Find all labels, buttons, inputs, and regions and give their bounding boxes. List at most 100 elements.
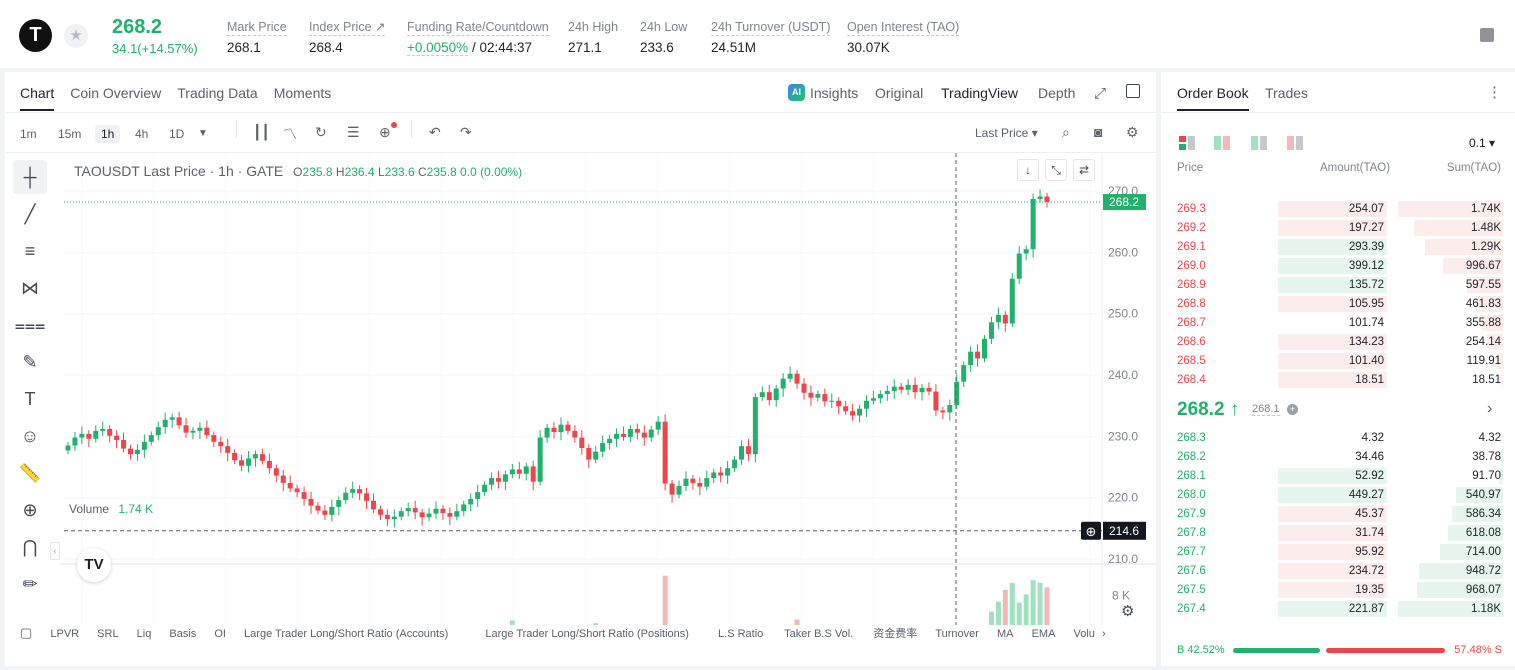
order-book-row[interactable]: 268.4 18.51 18.51 [1161,371,1515,390]
timeframe-4h[interactable]: 4h [135,127,149,141]
order-book-row[interactable]: 267.8 31.74 618.08 [1161,524,1515,543]
indicators-icon[interactable]: 〽 [283,126,297,142]
timeframe-15m[interactable]: 15m [58,127,82,141]
order-book-row[interactable]: 268.1 52.92 91.70 [1161,467,1515,486]
undo-icon[interactable]: ↶ [429,124,441,140]
both-sides-view-icon[interactable] [1179,136,1195,150]
index-price-stat[interactable]: Index Price ↗ 268.4 [309,18,386,55]
replay-icon[interactable]: ↻ [315,124,327,140]
tab-moments[interactable]: Moments [273,85,332,101]
tab-trading-data[interactable]: Trading Data [177,85,258,101]
mark-price-stat[interactable]: Mark Price 268.1 [227,18,287,55]
candle-type-icon[interactable]: ┃┃ [253,124,270,140]
order-book-row[interactable]: 267.9 45.37 586.34 [1161,505,1515,524]
trend-line-icon[interactable]: ╱ [24,203,36,224]
asks-only-view-icon[interactable] [1287,136,1303,150]
chevron-right-icon[interactable]: › [1487,400,1493,417]
indicator-item[interactable]: Taker B.S Vol. [784,628,854,640]
search-icon[interactable]: ⌕ [1062,124,1070,140]
order-book-row[interactable]: 268.7 101.74 355.88 [1161,314,1515,333]
order-book-row[interactable]: 267.7 95.92 714.00 [1161,543,1515,562]
price-chart[interactable]: 270.0260.0250.0240.0230.0220.0210.012:00… [60,153,1156,625]
brush-icon[interactable]: ✎ [22,351,38,372]
templates-icon[interactable]: ☰ [347,124,360,140]
gear-icon[interactable]: ⚙ [1126,124,1139,140]
order-book-row[interactable]: 269.2 197.27 1.48K [1161,219,1515,238]
calendar-icon[interactable]: ▢ [20,625,33,640]
order-book-row[interactable]: 268.2 34.46 38.78 [1161,448,1515,467]
timeframe-1h[interactable]: 1h [95,125,121,143]
emoji-icon[interactable]: ☺ [20,425,40,446]
pattern-icon[interactable]: ⋈ [21,277,39,298]
indicator-item[interactable]: Large Trader Long/Short Ratio (Accounts) [244,628,449,640]
funding-rate-stat[interactable]: Funding Rate/Countdown +0.0050% / 02:44:… [407,18,549,56]
order-book-row[interactable]: 269.1 293.39 1.29K [1161,238,1515,257]
more-icon[interactable]: ⋮ [1487,84,1502,101]
tab-coin-overview[interactable]: Coin Overview [70,85,162,101]
expand-icon[interactable]: ⤢ [1094,85,1107,102]
order-book-row[interactable]: 268.3 4.32 4.32 [1161,429,1515,448]
timeframe-1m[interactable]: 1m [20,127,37,141]
bids-only-view-icon[interactable] [1251,136,1267,150]
amount-depth-bar [1277,353,1387,369]
indicator-item[interactable]: Turnover [935,628,979,640]
tab-insights[interactable]: Insights [810,85,859,101]
tab-order-book[interactable]: Order Book [1177,85,1249,111]
indicator-item[interactable]: L.S Ratio [718,628,764,640]
timeframe-dropdown-icon[interactable]: ▼ [198,128,208,139]
text-icon[interactable]: T [24,388,36,409]
pencil-lock-icon[interactable]: ✏ [22,573,38,594]
camera-icon[interactable]: ◙ [1094,124,1103,140]
order-book-row[interactable]: 269.0 399.12 996.67 [1161,257,1515,276]
ruler-icon[interactable]: 📏 [18,462,42,483]
indicator-item[interactable]: Large Trader Long/Short Ratio (Positions… [485,628,689,640]
order-book-row[interactable]: 268.5 101.40 119.91 [1161,352,1515,371]
indicator-item[interactable]: Liq [136,628,152,640]
row-price: 268.7 [1177,317,1206,329]
price-type-select[interactable]: Last Price ▾ [975,126,1038,140]
add-alert-icon[interactable]: ⊕ [379,122,397,141]
crosshair-plus-icon[interactable] [1081,521,1101,540]
order-book-row[interactable]: 267.6 234.72 948.72 [1161,562,1515,581]
indicator-item[interactable]: SRL [97,628,119,640]
indicator-item[interactable]: Basis [169,628,197,640]
indicator-item[interactable]: Volu [1073,628,1095,640]
crosshair-icon[interactable]: ┼ [13,160,47,194]
swap-icon[interactable]: ⇄ [1073,159,1095,181]
indicator-item[interactable]: EMA [1031,628,1056,640]
book-icon[interactable] [1480,28,1494,42]
indicator-item[interactable]: OI [214,628,226,640]
indicator-item[interactable]: 资金费率 [873,628,918,640]
parallel-lines-icon[interactable]: ≡ [24,240,36,261]
candle-body [614,433,620,439]
tab-original[interactable]: Original [875,85,924,101]
fib-icon[interactable]: ⩶ [14,314,46,335]
magnet-icon[interactable]: ⋂ [22,536,38,557]
time-axis-settings-icon[interactable]: ⚙ [1121,603,1135,620]
arrow-down-icon[interactable]: ↓ [1017,159,1039,181]
favorite-star-icon[interactable]: ★ [64,24,88,48]
window-icon[interactable] [1126,84,1140,98]
tab-tradingview[interactable]: TradingView [941,85,1019,101]
collapse-left-icon[interactable]: ‹ [50,542,60,560]
chevron-right-icon[interactable]: › [1101,628,1106,640]
info-icon[interactable]: + [1287,404,1298,415]
precision-select[interactable]: 0.1 ▾ [1469,136,1496,150]
order-book-row[interactable]: 269.3 254.07 1.74K [1161,200,1515,219]
tab-depth[interactable]: Depth [1038,85,1076,101]
order-book-row[interactable]: 267.5 19.35 968.07 [1161,581,1515,600]
order-book-row[interactable]: 268.8 105.95 461.83 [1161,295,1515,314]
indicator-item[interactable]: MA [997,628,1014,640]
collapse-icon[interactable]: ⤡ [1045,159,1067,181]
order-book-row[interactable]: 268.6 134.23 254.14 [1161,333,1515,352]
order-book-row[interactable]: 267.4 221.87 1.18K [1161,600,1515,619]
split-view-icon[interactable] [1214,136,1230,150]
order-book-row[interactable]: 268.9 135.72 597.55 [1161,276,1515,295]
zoom-in-icon[interactable]: ⊕ [22,499,38,520]
redo-icon[interactable]: ↷ [460,124,472,140]
tab-chart[interactable]: Chart [20,85,55,111]
tab-trades[interactable]: Trades [1265,85,1309,101]
order-book-row[interactable]: 268.0 449.27 540.97 [1161,486,1515,505]
indicator-item[interactable]: LPVR [50,628,80,640]
timeframe-1d[interactable]: 1D [169,127,185,141]
